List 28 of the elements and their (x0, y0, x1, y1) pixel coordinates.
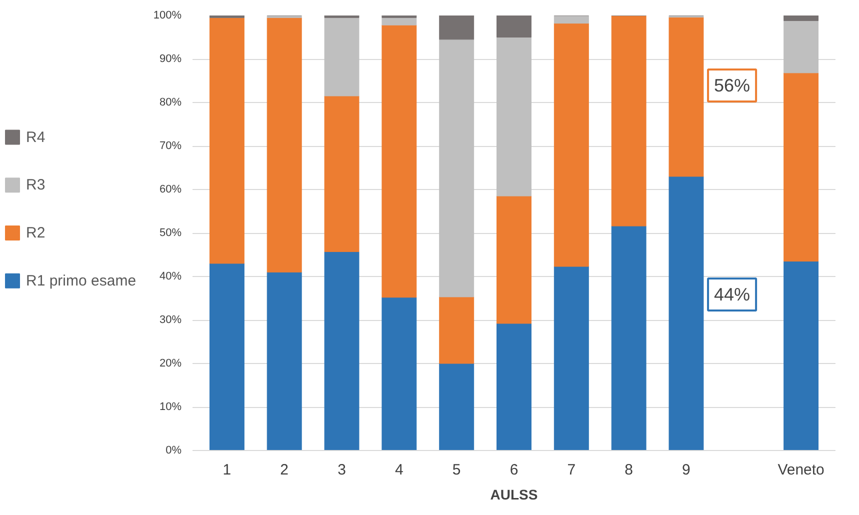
x-tick-label: 2 (280, 462, 289, 478)
x-tick-label: 4 (395, 462, 404, 478)
y-tick-label: 80% (159, 96, 182, 108)
legend-label: R1 primo esame (26, 272, 136, 290)
legend-label: R3 (26, 176, 46, 194)
x-tick-label: 9 (682, 462, 690, 478)
x-tick-label: 8 (624, 462, 633, 478)
y-tick-label: 40% (159, 270, 182, 282)
annotation: 56% (714, 76, 750, 96)
x-tick-label: 1 (222, 462, 232, 478)
y-tick-label: 90% (159, 53, 182, 65)
y-tick-label: 50% (159, 227, 182, 239)
x-tick-label: 3 (338, 462, 346, 478)
y-tick-label: 60% (159, 184, 182, 196)
y-tick-label: 100% (153, 10, 182, 22)
legend-label: R4 (26, 128, 46, 146)
x-tick-label: 5 (452, 462, 461, 478)
y-tick-label: 0% (166, 444, 182, 456)
x-tick-label: 6 (510, 462, 518, 478)
legend-label: R2 (26, 224, 46, 242)
x-axis-title: AULSS (490, 486, 538, 502)
annotation: 44% (714, 284, 750, 304)
x-tick-label: 7 (567, 462, 576, 478)
x-tick-label: Veneto (778, 462, 824, 478)
y-tick-label: 10% (159, 401, 182, 413)
y-tick-label: 20% (159, 358, 182, 370)
y-tick-label: 70% (159, 140, 182, 152)
y-tick-label: 30% (159, 314, 182, 326)
